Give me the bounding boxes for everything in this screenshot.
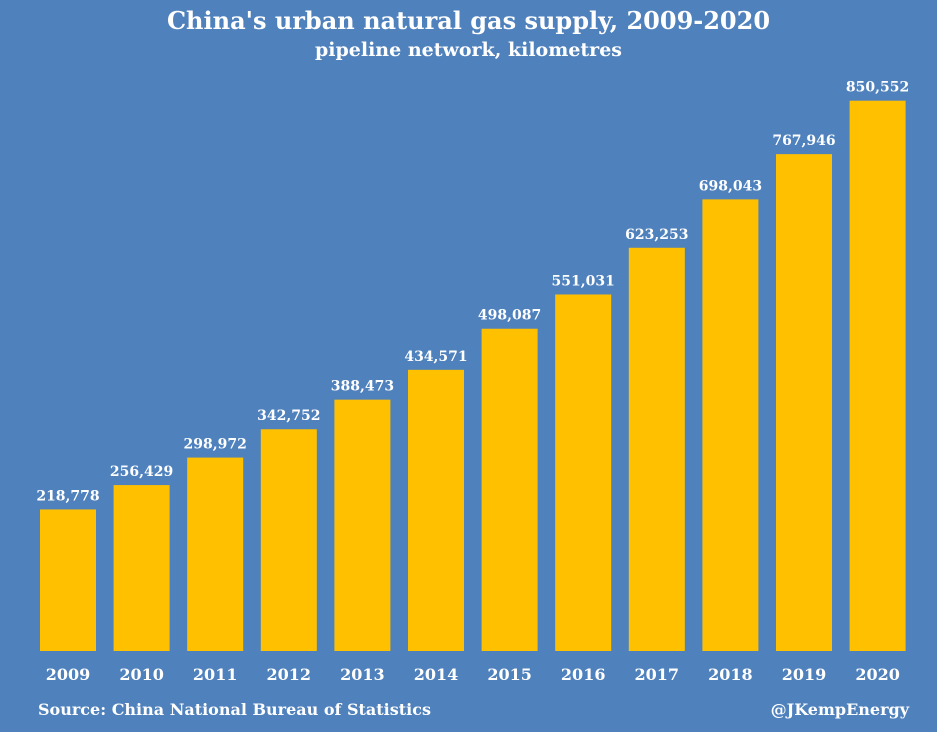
data-label-2010: 256,429 xyxy=(110,464,173,480)
author-credit: @JKempEnergy xyxy=(770,700,909,719)
data-label-2012: 342,752 xyxy=(257,408,320,424)
x-tick-label-2016: 2016 xyxy=(561,665,606,684)
source-note: Source: China National Bureau of Statist… xyxy=(38,700,431,719)
x-tick-label-2013: 2013 xyxy=(340,665,385,684)
x-tick-label-2012: 2012 xyxy=(267,665,312,684)
x-tick-label-2011: 2011 xyxy=(193,665,238,684)
bar-2011 xyxy=(187,457,244,651)
bar-2018 xyxy=(702,199,759,651)
bar-2010 xyxy=(113,485,170,651)
bar-2013 xyxy=(334,399,391,651)
x-tick-label-2015: 2015 xyxy=(487,665,532,684)
x-tick-label-2018: 2018 xyxy=(708,665,753,684)
x-tick-label-2019: 2019 xyxy=(782,665,827,684)
bar-2015 xyxy=(481,328,538,651)
bar-2016 xyxy=(555,294,612,651)
data-label-2015: 498,087 xyxy=(478,308,541,324)
bar-2019 xyxy=(776,154,832,652)
data-label-2017: 623,253 xyxy=(625,227,688,243)
data-label-2011: 298,972 xyxy=(184,437,247,453)
bar-2020 xyxy=(849,100,906,651)
data-label-2016: 551,031 xyxy=(552,273,615,289)
x-tick-label-2010: 2010 xyxy=(119,665,164,684)
chart-title: China's urban natural gas supply, 2009-2… xyxy=(166,6,771,35)
data-label-2019: 767,946 xyxy=(772,133,835,149)
chart-subtitle: pipeline network, kilometres xyxy=(315,39,622,61)
data-label-2009: 218,778 xyxy=(36,488,99,504)
data-label-2014: 434,571 xyxy=(404,349,467,365)
data-label-2013: 388,473 xyxy=(331,379,394,395)
x-tick-label-2014: 2014 xyxy=(414,665,459,684)
bar-2009 xyxy=(40,509,96,651)
bar-2012 xyxy=(260,429,317,651)
bar-2017 xyxy=(628,247,685,651)
bar-2014 xyxy=(408,369,464,651)
data-label-2018: 698,043 xyxy=(699,178,762,194)
x-tick-label-2017: 2017 xyxy=(635,665,680,684)
x-tick-label-2020: 2020 xyxy=(855,665,900,684)
data-label-2020: 850,552 xyxy=(846,80,909,96)
x-tick-label-2009: 2009 xyxy=(46,665,91,684)
